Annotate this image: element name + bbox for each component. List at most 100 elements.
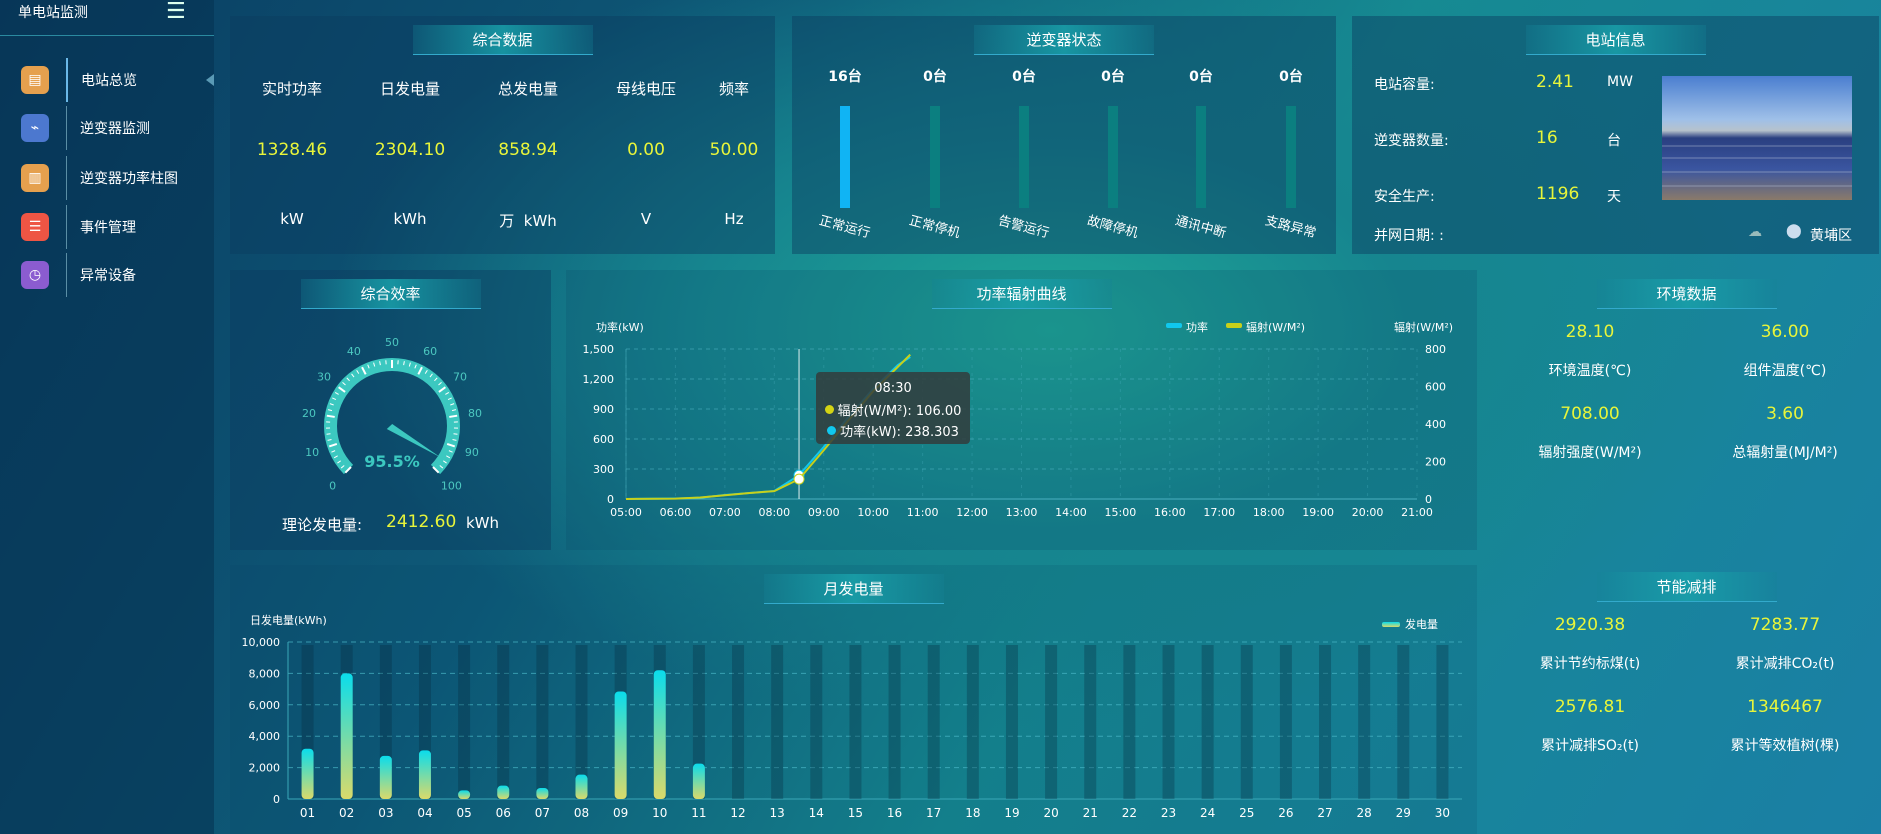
gauge-tick: [326, 433, 331, 435]
x-tick-label: 10:00: [857, 506, 889, 519]
x-tick-label: 30: [1435, 806, 1450, 820]
summary-unit: kWh: [393, 210, 427, 228]
gauge-tick: [327, 409, 333, 412]
bar-chart-icon: ▥: [21, 164, 49, 192]
x-tick-label: 14:00: [1055, 506, 1087, 519]
bar-background: [497, 645, 510, 799]
y-axis-label: 日发电量(kWh): [250, 613, 327, 627]
legend-label[interactable]: 辐射(W/M²): [1246, 320, 1305, 334]
status-label: 故障停机: [1085, 213, 1140, 242]
sidebar-item-label: 事件管理: [80, 220, 136, 236]
power-radiation-panel: 功率辐射曲线 0 300 600 900 1,200 1,500 0 200 400 600 800…: [566, 270, 1477, 550]
bar-background: [1397, 645, 1410, 799]
sidebar-item-2[interactable]: ▥ 逆变器功率柱图: [0, 156, 214, 200]
x-tick-label: 13: [770, 806, 785, 820]
x-tick-label: 27: [1317, 806, 1332, 820]
status-bar: [1196, 106, 1206, 208]
gauge-tick: [453, 433, 458, 435]
summary-value: 2304.10: [374, 140, 446, 160]
hamburger-menu-icon[interactable]: ☰: [166, 0, 186, 24]
gauge-tick: [446, 455, 451, 459]
gauge-tick: [334, 391, 339, 395]
metric-value: 3.60: [1766, 404, 1804, 424]
weather-cloud-icon[interactable]: ☁: [1748, 224, 1762, 240]
status-bar-fill: [840, 106, 850, 208]
efficiency-panel: 综合效率 0 10 20 30 40 50 60 70 80 90 100 95.5% 理论发电量: …: [230, 270, 551, 550]
metric-label: 累计减排SO₂(t): [1541, 738, 1639, 754]
tooltip-radiation: 辐射(W/M²): 106.00: [837, 404, 962, 419]
environment-panel: 环境数据 28.10 环境温度(℃) 36.00 组件温度(℃) 708.00 辐射强度(…: [1492, 270, 1881, 530]
gauge-value: 95.5%: [364, 452, 420, 471]
x-tick-label: 23: [1161, 806, 1176, 820]
legend-label[interactable]: 发电量: [1405, 617, 1438, 631]
status-count: 0台: [923, 69, 947, 85]
bar-background: [1279, 645, 1292, 799]
summary-label: 实时功率: [261, 80, 323, 98]
metric-value: 7283.77: [1749, 615, 1821, 635]
bar-background: [732, 645, 745, 799]
summary-value: 0.00: [627, 140, 665, 160]
bar-day-07[interactable]: [536, 788, 549, 799]
gauge-tick-label: 0: [329, 479, 336, 492]
bar-background: [966, 645, 979, 799]
panel-title: 电站信息: [1525, 25, 1706, 55]
bar-background: [1162, 645, 1175, 799]
chart-tooltip: 08:30 辐射(W/M²): 106.00 功率(kW): 238.303: [816, 372, 970, 444]
panel-title: 节能减排: [1596, 572, 1777, 602]
gauge-tick-label: 90: [465, 446, 479, 459]
sidebar-item-4[interactable]: ◷ 异常设备: [0, 253, 214, 297]
sidebar-item-1[interactable]: ⌁ 逆变器监测: [0, 106, 214, 150]
summary-unit: V: [640, 210, 652, 228]
x-tick-label: 09:00: [808, 506, 840, 519]
gauge-tick: [340, 465, 345, 469]
x-tick-label: 20:00: [1352, 506, 1384, 519]
gauge-tick: [328, 442, 338, 448]
clock-alert-icon: ◷: [21, 261, 49, 289]
monthly-generation-chart[interactable]: 0 2,000 4,000 6,000 8,000 10,000 日发电量(kWh) 01 02…: [230, 565, 1477, 834]
x-tick-label: 06: [496, 806, 511, 820]
x-tick-label: 25: [1239, 806, 1254, 820]
series-point[interactable]: [793, 473, 805, 485]
bar-day-04[interactable]: [418, 750, 431, 799]
gauge-tick: [452, 439, 457, 441]
sidebar-item-3[interactable]: ☰ 事件管理: [0, 205, 214, 249]
bar-day-06[interactable]: [497, 785, 510, 799]
x-tick-label: 16: [887, 806, 902, 820]
bar-day-02[interactable]: [340, 673, 353, 799]
panel-title: 综合数据: [412, 25, 593, 55]
bar-day-10[interactable]: [653, 670, 666, 799]
y-tick-label: 8,000: [249, 667, 281, 680]
gauge-tick-label: 80: [468, 407, 482, 420]
y-tick-label: 0: [273, 793, 280, 806]
status-count: 0台: [1279, 69, 1303, 85]
gauge-tick: [326, 414, 335, 418]
x-tick-label: 05: [456, 806, 471, 820]
gauge-tick: [346, 377, 350, 382]
metric-value: 708.00: [1560, 404, 1620, 424]
gauge-tick: [417, 366, 423, 375]
bar-day-11[interactable]: [692, 763, 705, 799]
y-tick-label: 1,200: [583, 373, 615, 386]
bar-day-03[interactable]: [379, 755, 392, 799]
power-radiation-chart[interactable]: 0 300 600 900 1,200 1,500 0 200 400 600 800 05:00 06…: [566, 270, 1477, 550]
x-tick-label: 08: [574, 806, 589, 820]
legend-swatch: [1226, 323, 1242, 328]
bar-background: [1358, 645, 1371, 799]
panel-title: 功率辐射曲线: [931, 279, 1112, 309]
y-tick-label: 600: [593, 433, 614, 446]
bar-day-08[interactable]: [575, 774, 588, 799]
legend-label[interactable]: 功率: [1186, 320, 1208, 334]
sidebar-item-0[interactable]: ▤ 电站总览: [0, 58, 214, 102]
y-right-tick-label: 200: [1425, 456, 1446, 469]
x-tick-label: 02: [339, 806, 354, 820]
tooltip-time: 08:30: [874, 381, 912, 396]
bar-day-01[interactable]: [301, 748, 314, 799]
summary-value: 50.00: [709, 140, 759, 160]
divider: [66, 156, 67, 200]
status-label: 通讯中断: [1173, 213, 1228, 242]
bar-background: [1123, 645, 1136, 799]
gauge-tick: [342, 381, 346, 386]
status-label: 支路异常: [1263, 213, 1318, 242]
bar-day-05[interactable]: [458, 790, 471, 799]
bar-day-09[interactable]: [614, 691, 627, 799]
